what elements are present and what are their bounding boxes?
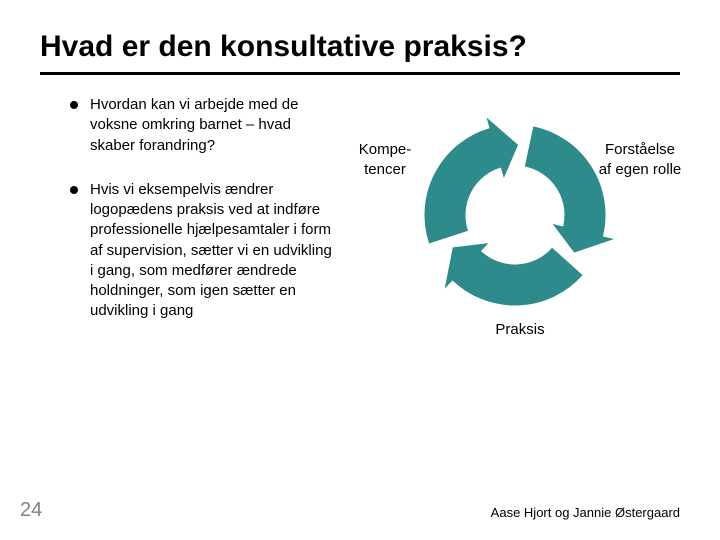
slide-title: Hvad er den konsultative praksis? <box>40 30 680 64</box>
list-item: Hvordan kan vi arbejde med de voksne omk… <box>70 95 335 156</box>
slide-number: 24 <box>20 499 42 522</box>
cycle-diagram: Kompe-tencer Forståelseaf egen rolle Pra… <box>355 95 675 375</box>
diagram-label-left: Kompe-tencer <box>345 140 425 179</box>
slide: Hvad er den konsultative praksis? Hvorda… <box>0 0 720 540</box>
content-row: Hvordan kan vi arbejde med de voksne omk… <box>40 95 680 375</box>
list-item: Hvis vi eksempelvis ændrer logopædens pr… <box>70 180 335 322</box>
bullet-text: Hvordan kan vi arbejde med de voksne omk… <box>90 95 335 156</box>
footer-credit: Aase Hjort og Jannie Østergaard <box>491 505 680 520</box>
diagram-label-bottom: Praksis <box>470 320 570 340</box>
bullet-text: Hvis vi eksempelvis ændrer logopædens pr… <box>90 180 335 322</box>
bullet-icon <box>70 186 78 194</box>
diagram-label-right: Forståelseaf egen rolle <box>590 140 690 179</box>
cycle-arrows-icon <box>410 110 620 320</box>
bullet-list: Hvordan kan vi arbejde med de voksne omk… <box>40 95 335 375</box>
title-underline <box>40 72 680 75</box>
bullet-icon <box>70 101 78 109</box>
